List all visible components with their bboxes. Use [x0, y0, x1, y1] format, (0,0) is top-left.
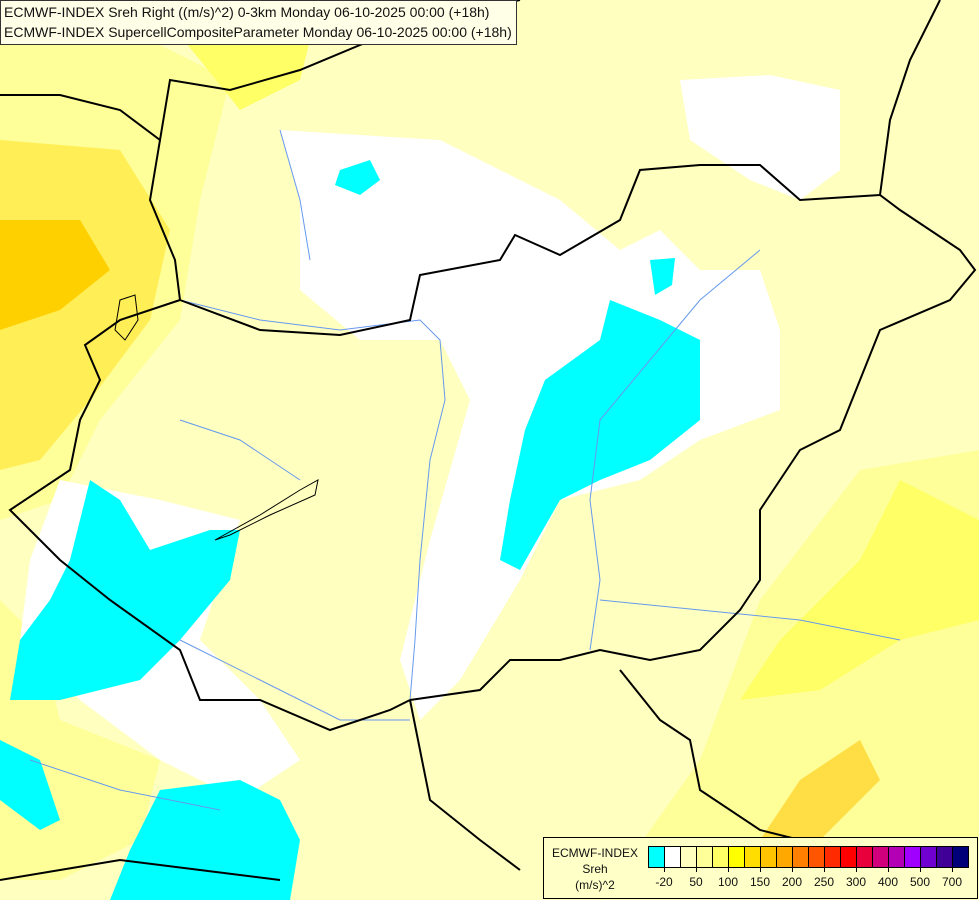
legend-swatch	[841, 847, 857, 867]
border-ukraine-romania	[409, 194, 977, 701]
field-cyan-south	[110, 780, 300, 900]
river-drava	[179, 639, 410, 721]
legend-tick	[792, 867, 793, 872]
lake-balaton	[214, 479, 319, 541]
legend-tick-label: 400	[877, 875, 899, 889]
legend-tick-label: 150	[749, 875, 771, 889]
legend-tick	[824, 867, 825, 872]
legend-tick-label: 100	[717, 875, 739, 889]
legend-title-line-2: Sreh	[582, 862, 608, 876]
legend-swatch	[937, 847, 953, 867]
river-raba	[179, 419, 301, 481]
legend-tick	[728, 867, 729, 872]
legend-tick-label: 200	[781, 875, 803, 889]
legend-swatch	[713, 847, 729, 867]
border-croatia	[0, 858, 281, 881]
legend-swatch	[825, 847, 841, 867]
river-tisza	[589, 249, 761, 651]
border-romania-south	[619, 669, 801, 841]
legend-swatch	[777, 847, 793, 867]
legend-swatch	[665, 847, 681, 867]
border-serbia	[409, 699, 521, 871]
legend-tick-label: 500	[909, 875, 931, 889]
legend-swatch	[761, 847, 777, 867]
field-cyan-west	[10, 480, 240, 700]
legend-tick	[952, 867, 953, 872]
color-legend: ECMWF-INDEX Sreh (m/s)^2 -20 50 100 150 200 2…	[543, 837, 978, 899]
map-title: ECMWF-INDEX Sreh Right ((m/s)^2) 0-3km M…	[0, 0, 517, 45]
legend-swatch	[889, 847, 905, 867]
legend-tick	[888, 867, 889, 872]
legend-title: ECMWF-INDEX Sreh (m/s)^2	[548, 845, 642, 893]
legend-swatch	[857, 847, 873, 867]
river-vah	[279, 129, 311, 261]
legend-swatch	[793, 847, 809, 867]
legend-swatch	[809, 847, 825, 867]
title-line-1: ECMWF-INDEX Sreh Right ((m/s)^2) 0-3km M…	[4, 4, 490, 20]
border-austria-hungary	[8, 139, 411, 732]
border-slovakia-hungary	[179, 164, 881, 337]
field-orange-west	[0, 220, 110, 330]
legend-tick-label: 700	[941, 875, 963, 889]
legend-tick-label: -20	[655, 875, 673, 889]
lake-neusiedl	[114, 294, 139, 341]
legend-title-line-1: ECMWF-INDEX	[552, 846, 638, 860]
field-cyan-small-2	[650, 258, 675, 295]
field-cyan-small-3	[0, 740, 60, 830]
field-gold-southeast	[740, 480, 979, 700]
river-sava	[29, 759, 221, 811]
river-mures	[599, 599, 901, 641]
legend-swatch	[729, 847, 745, 867]
legend-tick-labels: -20 50 100 150 200 250 300 400 500 700	[648, 867, 978, 891]
legend-tick	[664, 867, 665, 872]
legend-swatch	[905, 847, 921, 867]
legend-title-line-3: (m/s)^2	[575, 878, 615, 892]
title-line-2: ECMWF-INDEX SupercellCompositeParameter …	[4, 24, 512, 40]
legend-swatches	[648, 846, 969, 868]
river-danube	[179, 299, 446, 701]
field-white-ne	[680, 75, 840, 200]
legend-swatch	[873, 847, 889, 867]
legend-tick	[760, 867, 761, 872]
legend-swatch	[697, 847, 713, 867]
legend-tick-label: 300	[845, 875, 867, 889]
legend-swatch	[953, 847, 968, 867]
legend-tick	[920, 867, 921, 872]
legend-tick-label: 250	[813, 875, 835, 889]
border-poland	[879, 0, 941, 196]
field-cyan-small-1	[335, 160, 380, 195]
legend-tick	[856, 867, 857, 872]
legend-swatch	[681, 847, 697, 867]
legend-swatch	[649, 847, 665, 867]
legend-swatch	[745, 847, 761, 867]
legend-swatch	[921, 847, 937, 867]
legend-tick	[696, 867, 697, 872]
field-cyan-center	[500, 300, 700, 570]
legend-tick-label: 50	[689, 875, 703, 889]
field-gold-south	[760, 740, 880, 840]
